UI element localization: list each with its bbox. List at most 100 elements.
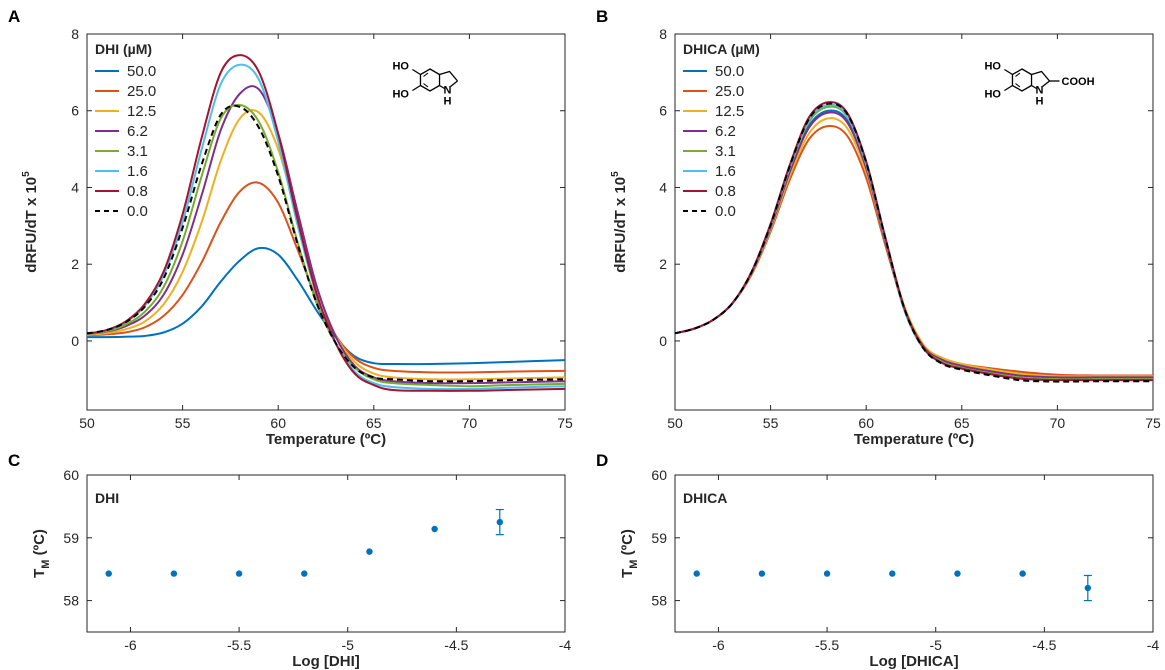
double-bond	[423, 83, 429, 88]
double-bond	[423, 72, 429, 77]
pyrrole-bond	[439, 84, 445, 90]
x-tick-label: -5	[930, 637, 943, 653]
x-tick-label: -6	[124, 637, 137, 653]
structure-label-oh: HO	[984, 89, 1001, 101]
structure-label-cooh: COOH	[1062, 76, 1095, 88]
series-line-12-5	[87, 109, 565, 381]
y-axis-label: TM (ºC)	[619, 529, 640, 578]
series-line-50-0	[675, 109, 1153, 378]
y-tick-label: 6	[71, 103, 79, 119]
legend-entry: 50.0	[127, 63, 156, 80]
pyrrole-bonds	[439, 70, 459, 82]
x-tick-label: 60	[858, 415, 874, 431]
pyrrole-bond	[450, 80, 458, 88]
x-tick-label: -5.5	[815, 637, 839, 653]
x-tick-label: 75	[557, 415, 573, 431]
series-line-6-2	[87, 85, 565, 385]
series-lines	[675, 101, 1153, 383]
y-tick-label: 59	[63, 530, 79, 546]
panel-d: D -6 -5.5 -5 -4.5 -4 58 59 60 Log [DHICA] TM (ºC) D…	[596, 451, 1159, 670]
y-axis-label-main: T	[31, 569, 48, 578]
x-tick-label: 50	[79, 415, 95, 431]
series-line-0-0	[675, 102, 1153, 383]
structure-label-n: N	[1036, 85, 1044, 97]
x-tick-label: -5	[342, 637, 355, 653]
x-tick-label: 65	[954, 415, 970, 431]
data-point	[1084, 584, 1092, 592]
legend-entry: 6.2	[127, 123, 148, 140]
y-tick-label: 58	[63, 593, 79, 609]
inner-title: DHICA	[683, 490, 727, 506]
chemical-structure: HO HO COOH NH	[984, 61, 1094, 108]
plot-frame	[674, 474, 1154, 633]
data-point	[496, 518, 504, 526]
structure-label-oh: HO	[984, 61, 1001, 73]
inner-title: DHI	[95, 490, 119, 506]
series-line-50-0	[87, 246, 565, 366]
y-tick-label: 4	[71, 179, 79, 195]
y-tick-label: 2	[659, 256, 667, 272]
x-axis-label: Log [DHICA]	[869, 653, 958, 670]
x-tick-label: 75	[1145, 415, 1161, 431]
x-axis-label: Log [DHI]	[292, 653, 359, 670]
series-line-1-6	[87, 63, 565, 391]
data-point	[1019, 570, 1026, 577]
x-tick-label: -4	[559, 637, 572, 653]
y-tick-label: 60	[63, 467, 79, 483]
data-point	[431, 525, 438, 533]
panel-b: B 50 55 60 65 70 75 0 2 4 6 8 Temperature (ºC) dRFU/d…	[596, 7, 1161, 448]
y-axis-label-main: T	[619, 569, 636, 578]
legend-entry: 12.5	[715, 103, 744, 120]
pyrrole-bond	[1031, 84, 1037, 90]
legend-entry: 1.6	[127, 163, 148, 180]
y-tick-label: 0	[659, 333, 667, 349]
panel-label: C	[8, 451, 20, 470]
chemical-structure: HO HO NH	[392, 61, 459, 108]
x-tick-label: -6	[712, 637, 725, 653]
legend-entry: 0.8	[715, 183, 736, 200]
y-axis-label: TM (ºC)	[31, 529, 52, 578]
y-tick-label: 8	[659, 26, 667, 42]
x-tick-label: 70	[462, 415, 478, 431]
panel-c: C -6 -5.5 -5 -4.5 -4 58 59 60 Log [DHI] TM (ºC) DHI	[8, 451, 571, 670]
y-axis-label-sub: M	[628, 560, 640, 569]
x-tick-label: 55	[175, 415, 191, 431]
legend-entry: 6.2	[715, 123, 736, 140]
legend-entry: 3.1	[715, 143, 736, 160]
series-line-3-1	[87, 103, 565, 388]
data-point	[758, 570, 766, 577]
x-tick-label: 70	[1050, 415, 1066, 431]
data-point	[693, 570, 700, 577]
plot-frame	[86, 33, 566, 411]
legend-entry: 0.0	[715, 203, 736, 220]
legend-entry: 12.5	[127, 103, 156, 120]
x-tick-label: -4.5	[1032, 637, 1056, 653]
hydroxyl-bond	[1004, 84, 1013, 92]
y-tick-label: 58	[651, 593, 667, 609]
structure-label-n: N	[444, 85, 452, 97]
y-tick-label: 8	[71, 26, 79, 42]
benzene-ring	[419, 68, 441, 92]
x-axis-label: Temperature (ºC)	[266, 431, 386, 448]
y-tick-label: 4	[659, 179, 667, 195]
x-tick-label: 60	[270, 415, 286, 431]
legend-entry: 25.0	[127, 83, 156, 100]
data-point	[235, 570, 243, 577]
y-tick-label: 59	[651, 530, 667, 546]
panel-label: B	[596, 7, 608, 26]
y-tick-label: 0	[71, 333, 79, 349]
y-axis-label-sup: 5	[21, 171, 32, 177]
x-tick-label: 50	[667, 415, 683, 431]
panel-label: A	[8, 7, 20, 26]
data-point	[954, 570, 961, 577]
hydroxyl-bond	[412, 68, 421, 76]
structure-label-h: H	[444, 96, 452, 108]
series-line-1-6	[675, 103, 1153, 382]
y-axis-label-main: dRFU/dT x 10	[612, 177, 629, 273]
structure-label-h: H	[1036, 96, 1044, 108]
series-line-0-8	[87, 54, 565, 392]
legend-entry: 0.8	[127, 183, 148, 200]
legend-entry: 0.0	[127, 203, 148, 220]
x-axis-label: Temperature (ºC)	[854, 431, 974, 448]
